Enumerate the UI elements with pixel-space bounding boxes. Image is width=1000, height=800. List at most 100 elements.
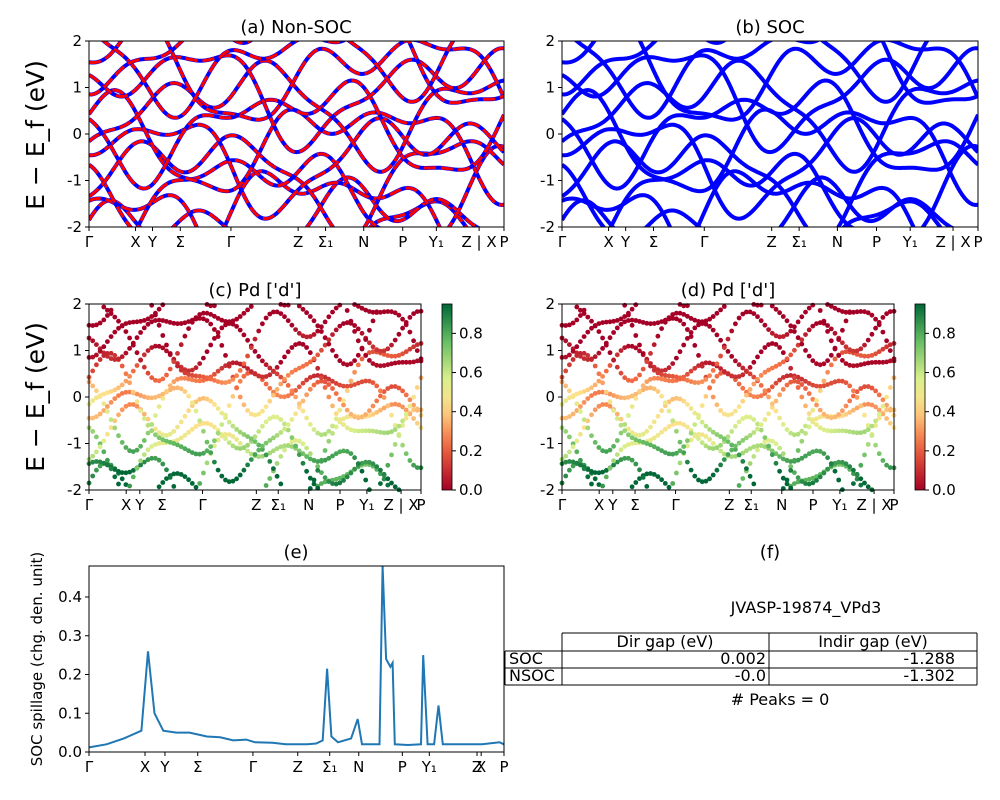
projection-dot (884, 416, 889, 421)
projection-dot (869, 360, 875, 365)
projection-dot (252, 336, 258, 342)
projection-dot (315, 464, 321, 469)
projection-dot (718, 434, 723, 439)
projection-dot (721, 369, 727, 374)
projection-dot (212, 313, 217, 319)
projection-dot (90, 429, 96, 434)
projection-dot (178, 321, 184, 326)
projection-dot (574, 391, 580, 397)
projection-dot (581, 311, 587, 316)
projection-dot (703, 321, 709, 327)
projection-dot (204, 448, 210, 454)
projection-dot (245, 353, 251, 359)
projection-dot (322, 475, 328, 481)
projection-dot (282, 376, 287, 382)
projection-dot (319, 481, 324, 486)
projection-dot (751, 417, 757, 422)
projection-dot (171, 441, 177, 446)
projection-dot (341, 361, 346, 367)
projection-dot (758, 302, 764, 308)
projection-dot (777, 454, 782, 459)
projection-dot (252, 349, 258, 354)
projection-dot (370, 318, 376, 324)
projection-dot (803, 453, 808, 459)
projection-dot (751, 394, 757, 399)
projection-dot (847, 309, 853, 315)
projection-dot (574, 304, 580, 310)
band-line (562, 78, 978, 191)
projection-dot (784, 382, 790, 388)
projection-dot (670, 316, 676, 321)
projection-dot (341, 416, 346, 422)
projection-dot (670, 396, 676, 402)
projection-dot (267, 385, 273, 391)
projection-dot (285, 302, 291, 308)
projection-dot (817, 474, 823, 480)
xtick-label: N (358, 233, 369, 251)
projection-dot (355, 352, 361, 358)
projection-dot (773, 441, 779, 447)
projection-dot (710, 472, 716, 478)
projection-dot (160, 396, 166, 401)
panel-e-frame (88, 565, 505, 753)
projection-dot (699, 419, 705, 425)
projection-dot (567, 467, 572, 473)
projection-dot (773, 451, 779, 457)
projection-dot (260, 453, 265, 459)
ytick-label: -1 (540, 172, 555, 190)
projection-dot (285, 393, 291, 399)
projection-dot (792, 378, 797, 384)
projection-dot (655, 413, 661, 419)
projection-dot (260, 423, 265, 429)
projection-dot (116, 393, 121, 398)
projection-dot (322, 448, 328, 453)
projection-dot (175, 442, 180, 448)
projection-dot (164, 438, 169, 444)
projection-dot (614, 325, 620, 331)
projection-dot (832, 330, 838, 336)
projection-dot (696, 412, 701, 418)
projection-dot (659, 393, 664, 399)
projection-dot (681, 312, 687, 317)
projection-dot (840, 309, 845, 314)
projection-dot (685, 438, 690, 444)
projection-dot (806, 391, 812, 396)
projection-dot (370, 380, 376, 386)
projection-dot (589, 385, 594, 391)
projection-dot (315, 379, 321, 385)
projection-dot (600, 448, 605, 454)
projection-dot (825, 358, 830, 363)
projection-dot (640, 439, 646, 445)
projection-dot (707, 324, 712, 329)
projection-dot (674, 428, 679, 434)
projection-dot (736, 483, 742, 488)
projection-dot (718, 307, 723, 313)
projection-dot (851, 309, 856, 315)
projection-dot (359, 330, 365, 336)
projection-dot (847, 398, 853, 404)
projection-dot (304, 415, 309, 421)
projection-dot (736, 452, 742, 458)
projection-dot (282, 447, 287, 453)
projection-dot (130, 389, 136, 395)
projection-dot (160, 333, 166, 338)
projection-dot (311, 458, 317, 463)
projection-dot (847, 464, 853, 469)
xtick-label: N (303, 496, 314, 514)
projection-dot (392, 384, 398, 389)
projection-dot (178, 375, 184, 381)
projection-dot (252, 452, 258, 457)
xtick-label: Y₁ (421, 758, 437, 776)
projection-dot (762, 322, 768, 328)
projection-dot (626, 310, 631, 316)
projection-dot (851, 393, 856, 399)
projection-dot (204, 396, 210, 402)
projection-dot (256, 411, 262, 417)
projection-dot (648, 351, 653, 356)
projection-dot (263, 381, 269, 387)
projection-dot (773, 333, 779, 339)
projection-dot (747, 387, 753, 392)
projection-dot (171, 320, 177, 326)
projection-dot (626, 318, 631, 323)
projection-dot (681, 342, 687, 348)
